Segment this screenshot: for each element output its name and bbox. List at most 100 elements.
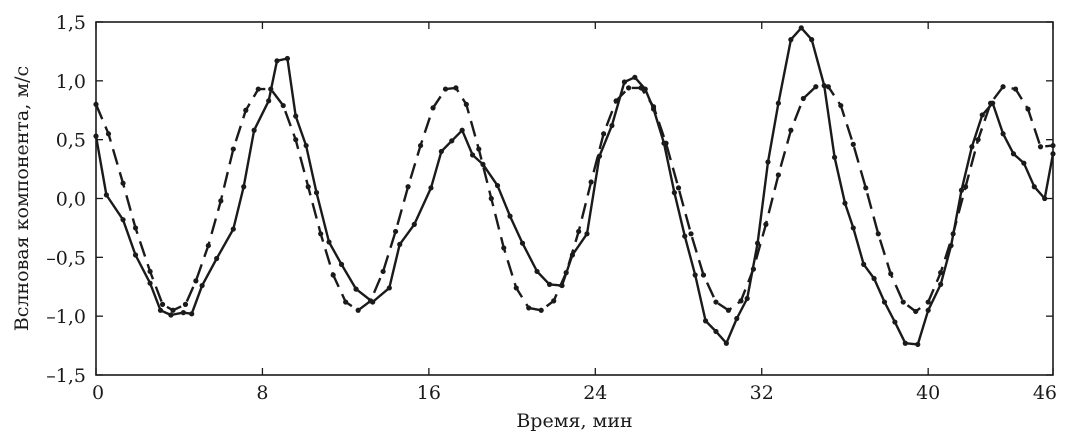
data-point-solid xyxy=(713,328,719,335)
data-point-dashed xyxy=(218,198,224,204)
data-point-solid xyxy=(157,307,164,313)
data-point-solid xyxy=(507,213,513,219)
data-point-dashed xyxy=(838,102,844,109)
data-point-dashed xyxy=(430,105,436,111)
series-line-solid xyxy=(94,26,1055,346)
data-point-dashed xyxy=(182,301,189,307)
data-point-solid xyxy=(621,79,628,85)
data-point-solid xyxy=(449,138,455,144)
data-point-solid xyxy=(1031,184,1037,190)
data-point-dashed xyxy=(925,299,931,305)
data-point-dashed xyxy=(305,184,311,190)
data-point-dashed xyxy=(950,231,956,237)
data-point-solid xyxy=(831,154,838,160)
data-point-solid xyxy=(925,307,931,313)
y-axis-title: Вслновая компонента, м/с xyxy=(11,66,33,331)
data-point-solid xyxy=(266,98,272,104)
data-point-solid xyxy=(397,241,403,247)
data-point-dashed xyxy=(132,225,139,231)
data-point-dashed xyxy=(576,228,582,235)
data-point-dashed xyxy=(613,98,619,104)
data-point-solid xyxy=(723,340,729,346)
data-point-solid xyxy=(132,252,139,258)
series-solid xyxy=(93,25,1056,348)
data-point-dashed xyxy=(355,307,361,313)
data-point-solid xyxy=(584,231,590,237)
data-point-dashed xyxy=(800,95,806,102)
data-point-dashed xyxy=(318,231,324,237)
data-point-solid xyxy=(632,74,638,80)
data-point-dashed xyxy=(488,195,494,202)
data-point-dashed xyxy=(875,231,881,237)
data-point-solid xyxy=(871,275,877,282)
y-tick-label: –1,5 xyxy=(46,365,86,387)
data-point-dashed xyxy=(243,107,249,113)
data-point-solid xyxy=(744,295,750,302)
data-point-dashed xyxy=(513,285,519,291)
data-point-solid xyxy=(798,25,804,31)
data-point-dashed xyxy=(120,180,126,186)
data-point-dashed xyxy=(900,299,906,305)
data-point-solid xyxy=(199,282,205,289)
data-point-dashed xyxy=(343,299,349,305)
data-point-dashed xyxy=(205,242,211,249)
x-tick-label: 32 xyxy=(750,382,774,404)
data-point-dashed xyxy=(1037,144,1044,150)
data-point-dashed xyxy=(463,101,469,107)
y-tick-label: 0,5 xyxy=(56,130,86,152)
data-point-dashed xyxy=(255,86,261,92)
data-point-solid xyxy=(734,315,740,322)
x-tick-labels: 0 8 16 24 32 40 46 xyxy=(92,382,1057,404)
data-point-dashed xyxy=(975,137,981,143)
data-point-solid xyxy=(850,225,856,231)
data-point-dashed xyxy=(268,86,274,92)
data-point-dashed xyxy=(863,185,869,191)
data-point-solid xyxy=(775,100,781,106)
data-point-solid xyxy=(671,190,677,196)
data-point-solid xyxy=(754,240,761,246)
data-point-solid xyxy=(93,133,99,139)
data-point-solid xyxy=(438,148,444,155)
data-point-dashed xyxy=(368,298,374,304)
y-tick-label: 1,5 xyxy=(56,12,86,34)
data-point-dashed xyxy=(938,270,944,276)
data-point-dashed xyxy=(230,146,236,152)
data-point-dashed xyxy=(170,307,176,313)
data-point-solid xyxy=(274,58,280,64)
data-point-solid xyxy=(765,159,771,165)
x-tick-label: 16 xyxy=(417,382,441,404)
data-point-solid xyxy=(459,127,465,133)
data-point-dashed xyxy=(713,299,719,305)
data-point-solid xyxy=(534,268,540,275)
data-point-dashed xyxy=(1050,142,1056,149)
data-point-dashed xyxy=(963,184,969,190)
data-point-solid xyxy=(411,221,417,227)
data-point-solid xyxy=(180,310,186,316)
data-point-dashed xyxy=(1012,86,1019,92)
data-point-solid xyxy=(881,299,888,305)
data-point-dashed xyxy=(105,131,112,137)
data-point-dashed xyxy=(551,298,557,304)
data-point-dashed xyxy=(501,245,507,251)
data-point-dashed xyxy=(405,184,411,190)
data-point-dashed xyxy=(330,272,336,278)
data-point-dashed xyxy=(650,104,657,110)
data-point-solid xyxy=(1050,151,1056,157)
data-point-dashed xyxy=(147,268,153,275)
data-point-solid xyxy=(480,161,486,167)
x-tick-label: 8 xyxy=(256,382,268,404)
data-point-dashed xyxy=(476,146,482,152)
data-point-dashed xyxy=(638,85,644,91)
data-point-solid xyxy=(958,187,965,193)
data-point-solid xyxy=(788,37,794,43)
data-point-solid xyxy=(313,190,320,196)
data-point-dashed xyxy=(663,140,669,146)
data-point-dashed xyxy=(193,278,199,284)
data-point-dashed xyxy=(588,179,594,185)
x-axis-title: Время, мин xyxy=(516,410,632,432)
data-point-dashed xyxy=(563,270,569,276)
data-point-solid xyxy=(386,285,392,291)
data-point-solid xyxy=(303,142,309,149)
data-point-dashed xyxy=(1025,106,1031,112)
data-point-dashed xyxy=(442,86,449,92)
